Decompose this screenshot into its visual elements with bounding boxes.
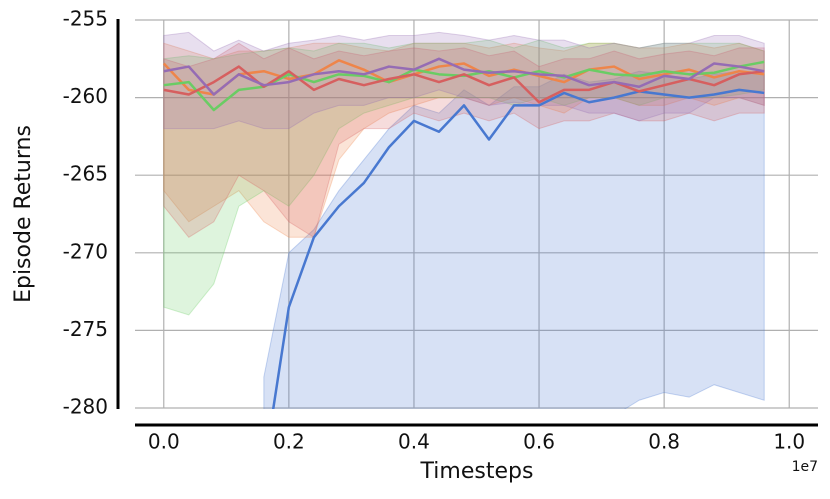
x-offset-label: 1e7 bbox=[792, 459, 818, 475]
lines bbox=[162, 57, 765, 409]
confidence-band bbox=[163, 39, 765, 316]
x-tick-label: 0.4 bbox=[398, 430, 430, 454]
x-tick-label: 1.0 bbox=[773, 430, 805, 454]
x-tick-label: 0.2 bbox=[273, 430, 305, 454]
y-axis-label: Episode Returns bbox=[11, 125, 36, 303]
y-tick-label: -265 bbox=[63, 162, 108, 186]
confidence-band bbox=[163, 42, 765, 239]
x-tick-label: 0.6 bbox=[523, 430, 555, 454]
x-tick-label: 0.0 bbox=[148, 430, 180, 454]
x-tick-label: 0.8 bbox=[648, 430, 680, 454]
series-line bbox=[163, 65, 765, 104]
confidence-band bbox=[263, 70, 765, 409]
axes: Timesteps Episode Returns 1e7 -280 -275 -2… bbox=[11, 7, 818, 484]
bands bbox=[163, 31, 765, 409]
y-tick-label: -275 bbox=[63, 317, 108, 341]
x-axis-label: Timesteps bbox=[420, 459, 534, 484]
y-tick-label: -255 bbox=[63, 7, 108, 31]
series-line bbox=[163, 57, 765, 96]
y-tick-label: -280 bbox=[63, 395, 108, 419]
series-line bbox=[162, 59, 765, 96]
series-line bbox=[271, 88, 765, 409]
y-tick-label: -260 bbox=[63, 84, 108, 108]
confidence-band bbox=[163, 42, 765, 238]
y-tick-label: -270 bbox=[63, 239, 108, 263]
confidence-band bbox=[163, 31, 765, 130]
